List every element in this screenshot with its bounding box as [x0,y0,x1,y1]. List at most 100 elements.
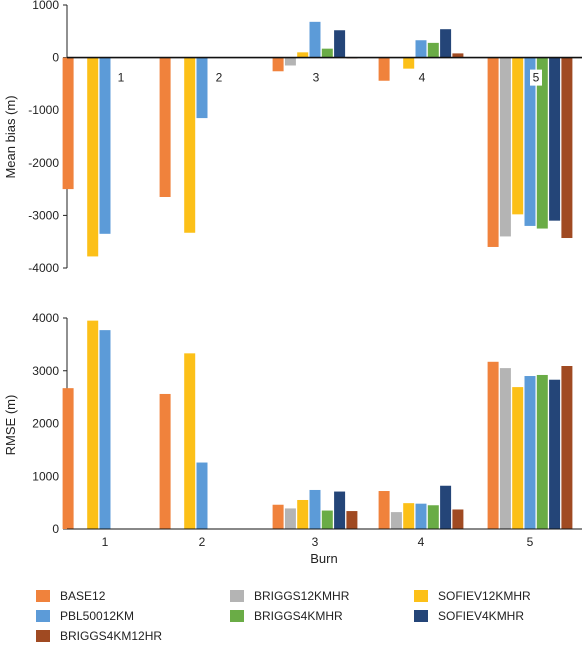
bar-mean-bias-pbl50012km-burn-5 [524,57,536,226]
bar-mean-bias-briggs4km12hr-burn-5 [561,57,573,239]
x-tick-label-rmse: 3 [312,535,319,549]
bar-mean-bias-base12-burn-3 [272,57,284,72]
y-tick-label-mean-bias: 1000 [32,0,59,12]
y-tick-label-mean-bias: -3000 [28,208,59,222]
bar-rmse-sofiev4kmhr-burn-4 [440,485,452,529]
bar-rmse-pbl50012km-burn-1 [99,330,111,529]
legend-item-briggs4km12hr: BRIGGS4KM12HR [36,626,162,646]
x-axis-label-rmse: Burn [310,551,337,566]
legend-label-sofiev4kmhr: SOFIEV4KMHR [438,609,525,623]
bar-mean-bias-briggs4kmhr-burn-5 [536,57,548,229]
bar-rmse-briggs4km12hr-burn-4 [452,509,464,529]
bar-mean-bias-sofiev12kmhr-burn-3 [297,52,309,58]
legend-swatch-sofiev4kmhr [414,610,428,622]
legend: BASE12 BRIGGS12KMHR SOFIEV12KMHR PBL5001… [30,578,582,645]
bar-mean-bias-sofiev4kmhr-burn-5 [549,57,561,221]
legend-item-base12: BASE12 [36,586,105,606]
bar-mean-bias-base12-burn-5 [487,57,499,247]
category-label-bg-mean-bias [530,69,542,86]
bar-rmse-pbl50012km-burn-2 [196,462,208,529]
bar-rmse-sofiev4kmhr-burn-5 [549,379,561,529]
bar-rmse-sofiev12kmhr-burn-4 [403,503,415,529]
category-label-mean-bias-1: 1 [118,71,125,85]
bar-rmse-base12-burn-4 [378,491,390,529]
bar-mean-bias-pbl50012km-burn-1 [99,57,111,234]
y-tick-label-rmse: 3000 [32,364,59,378]
bar-mean-bias-sofiev12kmhr-burn-2 [184,57,196,233]
bar-rmse-pbl50012km-burn-3 [309,489,321,529]
y-tick-label-rmse: 4000 [32,311,59,325]
chart-rmse: 4000 3000 2000 1000 0 RMSE (m) 1 2 3 4 5 Burn [3,311,582,566]
x-tick-label-rmse: 1 [102,535,109,549]
bar-mean-bias-base12-burn-1 [62,57,74,190]
bar-rmse-sofiev12kmhr-burn-2 [184,353,196,529]
y-tick-label-rmse: 2000 [32,417,59,431]
bar-rmse-sofiev12kmhr-burn-5 [512,387,524,529]
x-tick-label-rmse: 2 [199,535,206,549]
bar-rmse-base12-burn-3 [272,504,284,529]
chart-mean-bias: 1000 0 -1000 -2000 -3000 -4000 Mean bias (m) 1 2… [3,0,582,275]
bar-mean-bias-sofiev12kmhr-burn-1 [87,57,99,257]
bar-rmse-briggs12kmhr-burn-5 [499,368,511,529]
bar-mean-bias-pbl50012km-burn-2 [196,57,208,119]
bar-mean-bias-briggs12kmhr-burn-3 [284,57,296,66]
bar-rmse-briggs4km12hr-burn-5 [561,366,573,529]
bar-rmse-briggs4kmhr-burn-3 [321,510,333,529]
legend-swatch-pbl50012km [36,610,50,622]
bar-mean-bias-sofiev12kmhr-burn-5 [512,57,524,215]
legend-item-sofiev4kmhr: SOFIEV4KMHR [414,606,524,626]
legend-label-sofiev12kmhr: SOFIEV12KMHR [438,589,531,603]
legend-label-pbl50012km: PBL50012KM [60,609,135,623]
bar-mean-bias-pbl50012km-burn-4 [415,40,427,58]
bar-mean-bias-briggs4km12hr-burn-4 [452,53,464,58]
legend-label-briggs12kmhr: BRIGGS12KMHR [254,589,350,603]
bar-rmse-sofiev4kmhr-burn-3 [334,491,346,529]
legend-item-pbl50012km: PBL50012KM [36,606,134,626]
bar-rmse-briggs12kmhr-burn-4 [390,512,402,529]
legend-swatch-briggs12kmhr [230,590,244,602]
bar-rmse-base12-burn-5 [487,361,499,529]
bar-mean-bias-base12-burn-2 [159,57,171,197]
y-tick-label-mean-bias: -2000 [28,156,59,170]
bar-mean-bias-base12-burn-4 [378,57,390,81]
bar-rmse-sofiev12kmhr-burn-1 [87,320,99,529]
y-tick-label-mean-bias: -1000 [28,103,59,117]
bar-rmse-briggs12kmhr-burn-3 [284,508,296,529]
bar-rmse-briggs4km12hr-burn-3 [346,511,358,529]
bar-rmse-pbl50012km-burn-5 [524,376,536,529]
category-label-bg-mean-bias [213,69,225,86]
category-label-mean-bias-2: 2 [216,71,223,85]
bar-rmse-briggs4kmhr-burn-4 [427,505,439,529]
legend-item-briggs12kmhr: BRIGGS12KMHR [230,586,349,606]
legend-swatch-briggs4kmhr [230,610,244,622]
bar-mean-bias-sofiev4kmhr-burn-3 [334,30,346,58]
category-label-mean-bias-4: 4 [419,71,426,85]
y-axis-label-rmse: RMSE (m) [3,395,18,456]
legend-swatch-briggs4km12hr [36,630,50,642]
category-label-mean-bias-5: 5 [533,71,540,85]
bar-rmse-sofiev12kmhr-burn-3 [297,499,309,529]
y-tick-label-rmse: 0 [52,522,59,536]
legend-label-briggs4km12hr: BRIGGS4KM12HR [60,629,163,643]
legend-item-briggs4kmhr: BRIGGS4KMHR [230,606,343,626]
x-tick-label-rmse: 5 [527,535,534,549]
legend-label-briggs4kmhr: BRIGGS4KMHR [254,609,343,623]
bar-mean-bias-briggs12kmhr-burn-5 [499,57,511,237]
y-tick-label-mean-bias: -4000 [28,261,59,275]
bar-rmse-base12-burn-1 [62,388,74,529]
y-tick-label-rmse: 1000 [32,469,59,483]
legend-label-base12: BASE12 [60,589,106,603]
bar-mean-bias-briggs4kmhr-burn-3 [321,48,333,58]
category-label-bg-mean-bias [115,69,127,86]
legend-swatch-base12 [36,590,50,602]
bar-mean-bias-briggs4kmhr-burn-4 [427,42,439,58]
bar-mean-bias-pbl50012km-burn-3 [309,21,321,58]
y-tick-label-mean-bias: 0 [52,51,59,65]
y-axis-label-mean-bias: Mean bias (m) [3,95,18,178]
category-label-mean-bias-3: 3 [313,71,320,85]
bar-mean-bias-sofiev12kmhr-burn-4 [403,57,415,69]
bar-rmse-pbl50012km-burn-4 [415,503,427,529]
bar-mean-bias-sofiev4kmhr-burn-4 [440,29,452,58]
bar-rmse-briggs4kmhr-burn-5 [536,374,548,529]
